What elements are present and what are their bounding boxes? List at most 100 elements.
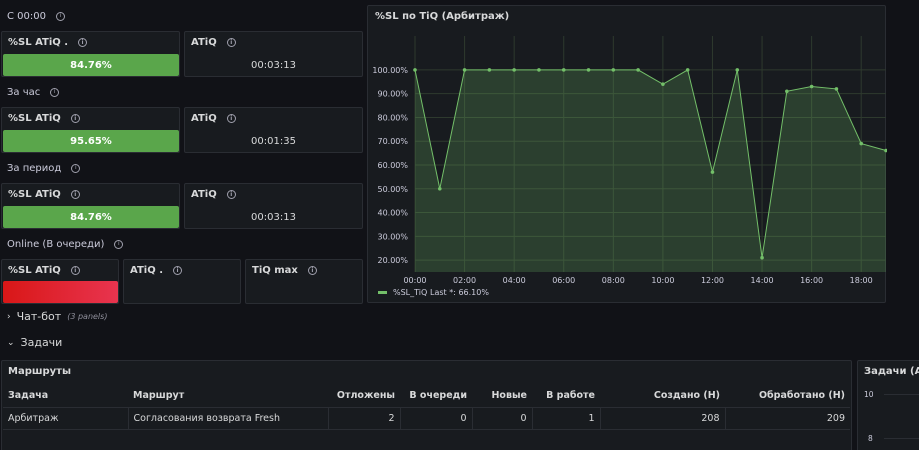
series-area [415,69,886,272]
panel-tiq-max: TiQ max i [245,259,363,304]
atiq-value: 00:01:35 [251,136,296,147]
data-point[interactable] [809,84,814,89]
data-point[interactable] [437,186,442,191]
y-tick-label: 10 [864,390,874,399]
atiq-value: 00:03:13 [251,60,296,71]
info-icon[interactable]: i [226,38,236,47]
data-point[interactable] [834,87,839,91]
y-tick-label: 90.00% [377,90,408,99]
chart-title[interactable]: %SL по TiQ (Арбитраж) [375,11,510,22]
routes-panel: Маршруты Задача Маршрут Отложены В очере… [1,360,852,450]
table-cell: 1 [532,407,601,429]
data-point[interactable] [413,68,417,72]
data-point[interactable] [611,68,616,72]
data-point[interactable] [561,68,566,72]
routes-title[interactable]: Маршруты [8,366,71,377]
chevron-down-icon: ⌄ [7,337,15,348]
row-title-per-period[interactable]: За период i [7,158,81,178]
data-point[interactable] [487,68,492,72]
atiq-value: 00:03:13 [251,212,296,223]
y-tick-label: 50.00% [377,185,408,194]
y-tick-label: 60.00% [377,161,408,170]
y-tick-label: 100.00% [372,66,408,75]
legend-stat: Last *: 66.10% [430,288,489,297]
chart-panel: %SL по TiQ (Арбитраж) 100.00% 90.00% 80.00… [367,5,887,303]
table-row: Арбитраж Согласования возврата Fresh 2 0… [3,407,850,429]
row-title-since-midnight[interactable]: С 00:00 i [7,6,65,26]
panel-sl-atiq-online: %SL ATiQ i [1,259,119,304]
info-icon[interactable]: i [71,163,81,173]
sl-value-bar: 95.65% [3,130,179,152]
table-cell: Арбитраж [3,407,129,429]
data-point[interactable] [785,89,789,94]
tasks-side-panel: Задачи (Арб 10 8 [857,360,919,450]
panel-atiq-2: ATiQ i 00:01:35 [184,107,363,153]
data-point[interactable] [710,170,715,174]
x-tick-label: 06:00 [552,276,575,285]
routes-table: Задача Маршрут Отложены В очереди Новые … [3,385,850,430]
info-icon[interactable]: i [226,190,236,199]
data-point[interactable] [760,255,764,260]
data-point[interactable] [586,68,591,72]
data-point[interactable] [636,68,640,72]
column-header[interactable]: Создано (Н) [653,390,720,402]
y-tick-label: 70.00% [377,137,408,146]
x-tick-label: 14:00 [751,276,774,285]
panel-sl-atiq-2: %SL ATiQ i 95.65% [1,107,180,153]
data-point[interactable] [462,68,467,72]
table-cell: 208 [600,407,726,429]
data-point[interactable] [735,68,740,72]
y-tick-label: 8 [868,434,873,443]
section-tasks[interactable]: ⌄ Задачи [7,336,63,349]
table-cell: 0 [472,407,533,429]
data-point[interactable] [859,141,864,146]
panel-sl-atiq-1: %SL ATiQ . i 84.76% [1,31,180,77]
column-header[interactable]: Задача [8,390,49,402]
grid-line [884,394,919,395]
data-point[interactable] [685,68,690,72]
column-header[interactable]: Отложены [336,390,395,402]
row-title-online[interactable]: Online (В очереди) i [7,234,124,254]
sl-value-bar: 84.76% [3,206,179,228]
x-tick-label: 18:00 [850,276,873,285]
table-header-row: Задача Маршрут Отложены В очереди Новые … [3,385,850,407]
column-header[interactable]: Маршрут [133,390,185,402]
x-tick-label: 02:00 [453,276,476,285]
info-icon[interactable]: i [78,38,88,47]
legend-label[interactable]: %SL_TiQ [393,288,427,297]
grid-line [884,438,919,439]
data-point[interactable] [884,148,887,153]
data-point[interactable] [661,82,665,86]
column-header[interactable]: Новые [491,390,527,402]
info-icon[interactable]: i [114,239,124,249]
x-tick-label: 04:00 [503,276,526,285]
side-panel-title[interactable]: Задачи (Арб [864,366,919,377]
section-chatbot[interactable]: › Чат-бот (3 panels) [7,310,108,323]
y-tick-label: 40.00% [377,209,408,218]
row-title-per-hour[interactable]: За час i [7,82,60,102]
panel-atiq-online: ATiQ . i [123,259,241,304]
info-icon[interactable]: i [70,190,80,199]
series-line [414,69,887,258]
info-icon[interactable]: i [173,266,182,275]
table-cell: 0 [400,407,473,429]
panel-sl-atiq-3: %SL ATiQ i 84.76% [1,183,180,229]
info-icon[interactable]: i [50,87,60,97]
info-icon[interactable]: i [226,114,236,123]
column-header[interactable]: Обработано (Н) [758,390,845,402]
y-tick-label: 80.00% [377,113,408,122]
info-icon[interactable]: i [70,114,80,123]
info-icon[interactable]: i [307,266,317,275]
legend-swatch [378,291,387,294]
data-point[interactable] [537,68,541,72]
x-tick-label: 08:00 [602,276,625,285]
y-tick-label: 20.00% [377,256,408,265]
info-icon[interactable]: i [55,11,65,21]
column-header[interactable]: В очереди [409,390,467,402]
info-icon[interactable]: i [70,266,80,275]
x-tick-label: 00:00 [403,276,426,285]
column-header[interactable]: В работе [546,390,595,402]
data-point[interactable] [512,68,516,72]
sl-value-bar [3,281,118,303]
